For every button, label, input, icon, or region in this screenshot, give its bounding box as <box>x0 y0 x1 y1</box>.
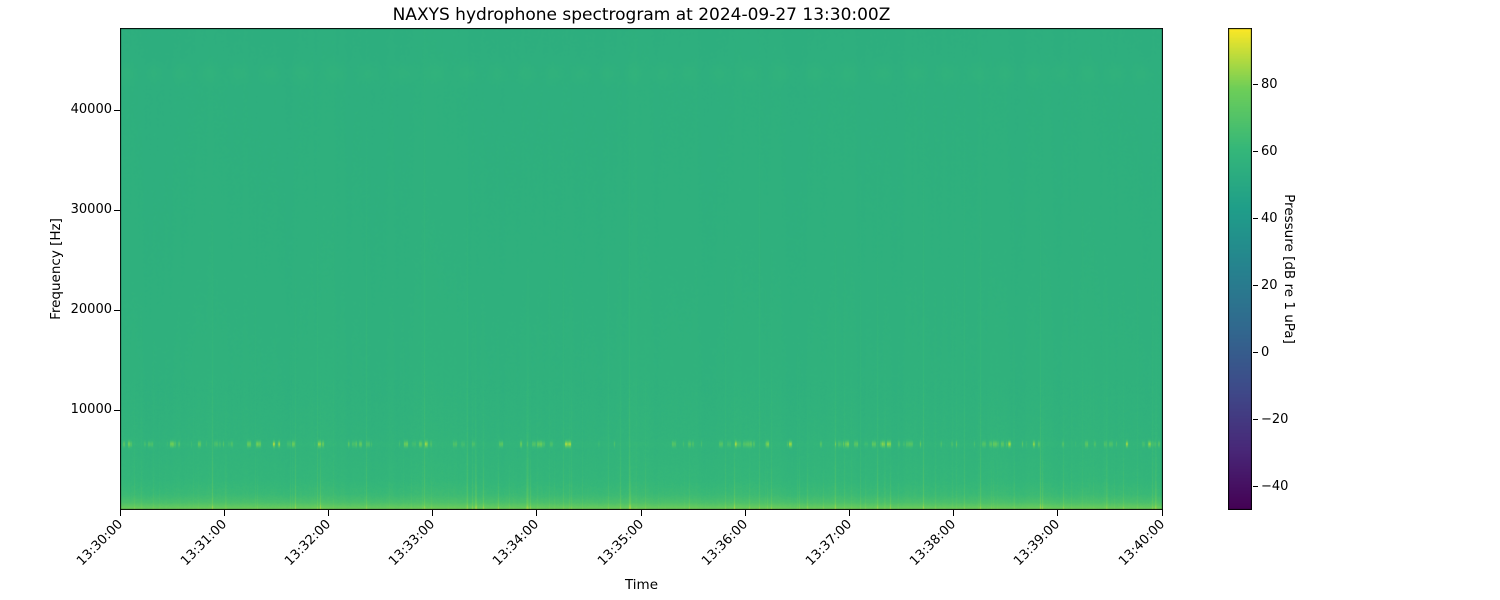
colorbar-tick-mark <box>1253 84 1258 86</box>
colorbar-tick-label: −40 <box>1261 478 1289 494</box>
y-axis-label: Frequency [Hz] <box>48 218 64 320</box>
x-tick-mark <box>953 510 955 516</box>
y-tick-label: 20000 <box>70 302 112 317</box>
chart-title: NAXYS hydrophone spectrogram at 2024-09-… <box>392 5 891 25</box>
x-tick-mark <box>1057 510 1059 516</box>
x-tick-label: 13:32:00 <box>282 517 335 569</box>
x-tick-label: 13:33:00 <box>386 517 439 569</box>
x-tick-mark <box>1161 510 1163 516</box>
colorbar-tick-label: 0 <box>1261 344 1270 360</box>
x-tick-mark <box>744 510 746 516</box>
colorbar-tick-mark <box>1253 419 1258 421</box>
colorbar-tick-label: 60 <box>1261 143 1278 159</box>
y-tick-mark <box>114 309 120 311</box>
x-tick-mark <box>536 510 538 516</box>
colorbar-tick-label: −20 <box>1261 411 1289 427</box>
x-tick-label: 13:30:00 <box>73 517 126 569</box>
colorbar-tick-label: 20 <box>1261 277 1278 293</box>
colorbar-tick-label: 40 <box>1261 210 1278 226</box>
spectrogram-plot-area <box>120 28 1163 510</box>
y-tick-mark <box>114 409 120 411</box>
colorbar-tick-mark <box>1253 218 1258 220</box>
x-tick-label: 13:37:00 <box>803 517 856 569</box>
x-tick-mark <box>432 510 434 516</box>
colorbar-tick-mark <box>1253 285 1258 287</box>
x-tick-mark <box>327 510 329 516</box>
x-tick-label: 13:40:00 <box>1115 517 1168 569</box>
y-tick-label: 30000 <box>70 202 112 217</box>
y-tick-label: 10000 <box>70 402 112 417</box>
y-tick-mark <box>114 109 120 111</box>
colorbar-label: Pressure [dB re 1 uPa] <box>1281 194 1297 344</box>
colorbar-tick-label: 80 <box>1261 76 1278 92</box>
x-tick-label: 13:36:00 <box>698 517 751 569</box>
x-tick-mark <box>640 510 642 516</box>
x-tick-label: 13:38:00 <box>907 517 960 569</box>
x-tick-mark <box>223 510 225 516</box>
x-tick-label: 13:34:00 <box>490 517 543 569</box>
colorbar-tick-mark <box>1253 151 1258 153</box>
y-tick-mark <box>114 209 120 211</box>
colorbar <box>1228 28 1252 510</box>
x-tick-label: 13:31:00 <box>177 517 230 569</box>
x-tick-mark <box>848 510 850 516</box>
y-tick-label: 40000 <box>70 102 112 117</box>
x-tick-label: 13:35:00 <box>594 517 647 569</box>
colorbar-tick-mark <box>1253 486 1258 488</box>
x-tick-label: 13:39:00 <box>1011 517 1064 569</box>
x-axis-label: Time <box>624 577 659 593</box>
x-tick-mark <box>119 510 121 516</box>
colorbar-tick-mark <box>1253 352 1258 354</box>
